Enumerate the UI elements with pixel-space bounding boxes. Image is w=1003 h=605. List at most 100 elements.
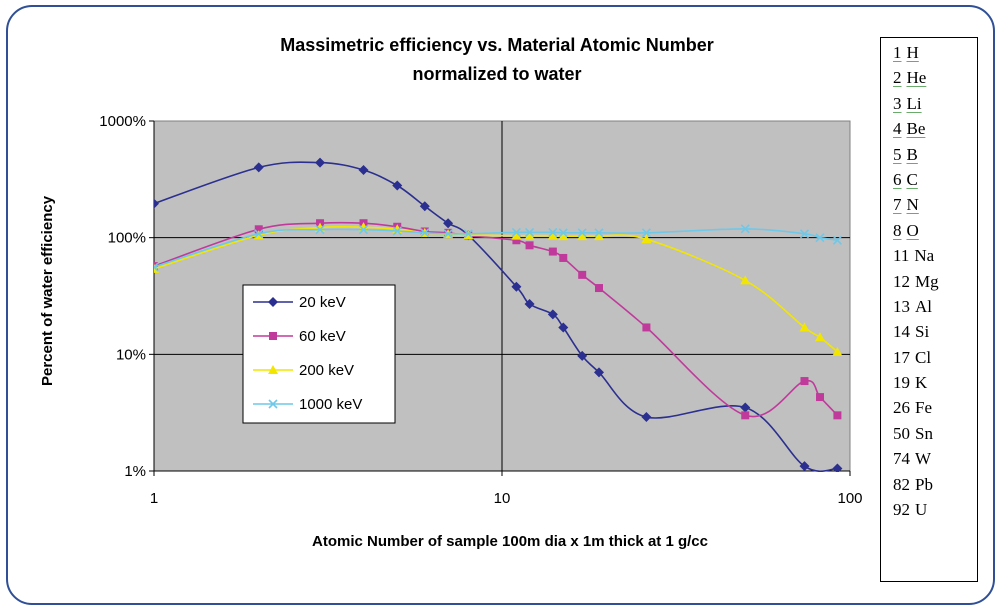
series-line-20-kev (154, 161, 838, 472)
element-symbol: Pb (915, 474, 933, 494)
element-number: 7 (893, 195, 902, 215)
element-number: 3 (893, 93, 902, 113)
data-point-60-kev (741, 411, 750, 420)
element-symbol: C (906, 169, 918, 189)
element-row: 74 W (881, 446, 977, 471)
element-symbol: H (906, 43, 919, 62)
data-point-1000-kev (832, 235, 842, 245)
legend-box (242, 284, 396, 424)
element-number: 12 (893, 271, 910, 291)
element-symbol: Si (915, 322, 930, 342)
element-row: 3 Li (881, 91, 977, 116)
element-symbol: U (915, 500, 928, 520)
data-point-60-kev (512, 236, 521, 245)
element-number: 74 (893, 449, 910, 469)
element-number: 26 (893, 398, 910, 418)
x-tick-label: 100 (837, 490, 862, 507)
legend-label-1000-kev: 1000 keV (299, 396, 362, 413)
x-tick-label: 10 (494, 490, 511, 507)
element-number: 8 (893, 220, 902, 240)
data-point-60-kev (525, 241, 534, 250)
element-number: 4 (893, 119, 902, 139)
data-point-20-kev (832, 463, 843, 472)
element-number: 17 (893, 347, 910, 367)
data-point-60-kev (548, 247, 557, 256)
data-point-60-kev (642, 323, 651, 332)
element-symbol: He (906, 68, 927, 88)
data-point-200-kev (558, 231, 569, 241)
element-number: 1 (893, 43, 902, 62)
element-symbol: Li (906, 93, 922, 113)
legend-label-200-kev: 200 keV (299, 362, 354, 379)
data-point-200-kev (641, 234, 652, 244)
element-symbol: Be (906, 119, 926, 139)
data-point-1000-kev (815, 233, 825, 243)
data-point-1000-kev (524, 227, 535, 237)
element-row: 2 He (881, 65, 977, 90)
element-number: 13 (893, 296, 910, 316)
data-point-1000-kev (594, 228, 604, 238)
data-point-1000-kev (358, 225, 369, 235)
y-tick-label: 10% (116, 346, 146, 363)
data-point-1000-kev (641, 228, 651, 238)
data-point-200-kev (799, 322, 810, 332)
series-layer (154, 157, 843, 472)
element-row: 92 U (881, 497, 977, 522)
data-point-20-kev (547, 309, 558, 320)
element-symbol: B (906, 144, 918, 164)
element-symbol: K (915, 373, 928, 393)
series-20-kev (154, 157, 843, 472)
legend-marker-20-kev (268, 297, 278, 307)
data-point-200-kev (594, 231, 605, 241)
data-point-20-kev (443, 218, 454, 229)
data-point-20-kev (392, 180, 403, 191)
element-row: 4 Be (881, 116, 977, 141)
data-point-20-kev (253, 162, 264, 173)
data-point-20-kev (799, 461, 810, 472)
efficiency-chart: Massimetric efficiency vs. Material Atom… (39, 35, 863, 550)
legend-marker-200-kev (268, 365, 278, 374)
element-number: 11 (893, 246, 910, 266)
data-point-20-kev (594, 367, 605, 378)
data-point-20-kev (577, 350, 588, 361)
data-point-60-kev (595, 284, 604, 293)
data-point-20-kev (740, 402, 751, 413)
element-row: 11 Na (881, 243, 977, 268)
data-point-200-kev (832, 346, 843, 356)
element-row: 14 Si (881, 319, 977, 344)
legend-label-20-kev: 20 keV (299, 294, 346, 311)
element-table: 1 H 2 He 3 Li 4 Be 5 B 6 C 7 N 8 O 11 Na 12 Mg 13 Al 14 Si 17 Cl 1… (880, 37, 978, 582)
data-point-60-kev (800, 377, 809, 386)
data-point-200-kev (740, 275, 751, 285)
legend: 20 keV 60 keV 200 keV 1000 keV (242, 284, 396, 424)
legend-marker-60-kev (269, 332, 277, 340)
series-1000-kev (154, 224, 842, 272)
x-tick-label: 1 (150, 490, 158, 507)
data-point-60-kev (559, 253, 568, 262)
data-point-200-kev (577, 231, 588, 241)
element-row: 50 Sn (881, 421, 977, 446)
element-number: 19 (893, 373, 910, 393)
element-row: 17 Cl (881, 345, 977, 370)
data-point-20-kev (154, 198, 159, 209)
data-point-60-kev (578, 270, 587, 279)
data-point-20-kev (315, 157, 326, 168)
element-symbol: Fe (915, 398, 932, 418)
data-point-20-kev (419, 201, 430, 212)
element-number: 6 (893, 169, 902, 189)
element-symbol: W (915, 449, 932, 469)
data-point-60-kev (254, 225, 263, 234)
element-symbol: Cl (915, 347, 932, 367)
data-point-1000-kev (315, 225, 325, 235)
data-point-1000-kev (392, 226, 402, 236)
data-point-200-kev (547, 230, 558, 240)
element-row: 26 Fe (881, 395, 977, 420)
data-point-1000-kev (577, 228, 587, 238)
element-symbol: Al (915, 296, 932, 316)
element-symbol: O (906, 220, 919, 240)
chart-title: Massimetric efficiency vs. Material Atom… (280, 35, 714, 55)
chart-subtitle: normalized to water (412, 64, 581, 84)
